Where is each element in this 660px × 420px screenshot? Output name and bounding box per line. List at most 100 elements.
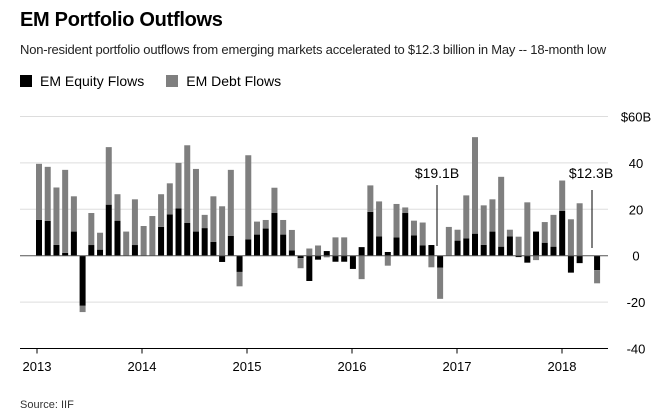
bar-debt — [288, 229, 295, 251]
bar-debt — [53, 187, 60, 245]
bar-equity — [367, 211, 374, 256]
bar-equity — [463, 238, 470, 256]
bar-debt — [515, 236, 522, 256]
bar-equity — [97, 249, 104, 256]
bar-debt — [358, 255, 365, 280]
y-tick-label: -20 — [627, 295, 646, 310]
bar-debt — [376, 201, 383, 237]
bar-debt — [332, 237, 339, 256]
bar-equity — [131, 245, 138, 256]
bar-debt — [454, 229, 461, 241]
bar-equity — [533, 231, 540, 256]
bar-equity — [36, 219, 42, 256]
bar-debt — [341, 237, 348, 256]
bar-debt — [158, 194, 165, 227]
bar-equity — [245, 239, 252, 256]
bar-equity — [184, 222, 191, 256]
legend-swatch-debt — [166, 75, 179, 87]
y-tick-label: $60B — [621, 110, 651, 125]
bar-debt — [506, 229, 513, 237]
bar-debt — [445, 226, 452, 256]
x-tick-label: 2017 — [443, 359, 472, 374]
bar-equity — [79, 255, 86, 306]
bar-debt — [393, 203, 400, 238]
bar-debt — [437, 267, 444, 299]
bar-equity — [280, 234, 287, 256]
chart-subtitle: Non-resident portfolio outflows from eme… — [20, 42, 606, 57]
bar-equity — [402, 213, 409, 256]
bar-equity — [114, 220, 121, 256]
bar-debt — [210, 196, 217, 242]
bar-debt — [297, 258, 304, 269]
bar-equity — [576, 255, 583, 264]
bar-debt — [105, 147, 112, 205]
bar-debt — [175, 162, 182, 209]
bar-equity — [341, 255, 348, 262]
bar-equity — [480, 244, 487, 256]
bar-debt — [541, 222, 548, 243]
bar-equity — [254, 234, 260, 256]
source-note: Source: IIF — [20, 399, 74, 411]
bar-debt — [489, 199, 496, 232]
legend-swatch-equity — [20, 75, 32, 87]
bar-debt — [245, 155, 252, 240]
bar-debt — [306, 248, 313, 256]
chart-title: EM Portfolio Outflows — [20, 9, 223, 31]
bar-equity — [158, 226, 165, 256]
bar-equity — [393, 237, 400, 256]
bar-debt — [36, 163, 42, 220]
bar-debt — [79, 305, 86, 313]
bar-debt — [576, 203, 583, 256]
annotation-label-nov-2016: $19.1B — [415, 165, 459, 181]
bar-equity — [306, 255, 313, 281]
bar-debt — [227, 169, 234, 236]
bar-equity — [201, 228, 208, 256]
x-tick-label: 2014 — [128, 359, 157, 374]
bar-debt — [533, 255, 540, 261]
bar-debt — [184, 145, 191, 223]
bar-equity — [271, 213, 278, 256]
bar-equity — [192, 231, 199, 256]
bar-debt — [419, 222, 426, 246]
bar-debt — [550, 214, 557, 247]
bar-equity — [44, 220, 51, 256]
bar-debt — [131, 199, 138, 246]
x-tick-label: 2015 — [233, 359, 262, 374]
bar-equity — [219, 255, 226, 262]
bar-debt — [149, 216, 156, 256]
bar-debt — [88, 213, 95, 246]
legend-label-equity: EM Equity Flows — [40, 73, 145, 89]
bar-debt — [480, 205, 487, 245]
bar-debt — [201, 214, 208, 229]
bar-equity — [227, 235, 234, 256]
bar-debt — [44, 166, 51, 221]
bar-debt — [472, 137, 478, 234]
bar-equity — [567, 255, 574, 273]
bar-debt — [219, 206, 226, 256]
legend-label-debt: EM Debt Flows — [186, 73, 282, 89]
bar-equity — [332, 255, 339, 262]
y-tick-label: 0 — [632, 249, 639, 264]
bar-debt — [62, 169, 69, 253]
bar-debt — [192, 168, 199, 232]
y-tick-label: -40 — [627, 342, 646, 357]
bar-debt — [323, 255, 330, 258]
bar-equity — [410, 235, 417, 256]
bar-debt — [140, 226, 147, 256]
annotation-label-may-2018: $12.3B — [569, 165, 613, 181]
bar-debt — [524, 202, 531, 256]
legend-item-debt: EM Debt Flows — [166, 73, 281, 89]
bar-equity — [236, 255, 243, 272]
bar-equity — [323, 251, 330, 256]
bar-debt — [114, 194, 121, 221]
bar-equity — [70, 231, 77, 256]
bar-equity — [515, 255, 522, 258]
bar-equity — [489, 231, 496, 256]
bar-debt — [271, 187, 278, 214]
bar-debt — [262, 219, 269, 229]
bar-equity — [472, 233, 478, 256]
bar-equity — [288, 250, 295, 256]
bar-debt — [559, 180, 566, 211]
bar-debt — [594, 270, 601, 284]
